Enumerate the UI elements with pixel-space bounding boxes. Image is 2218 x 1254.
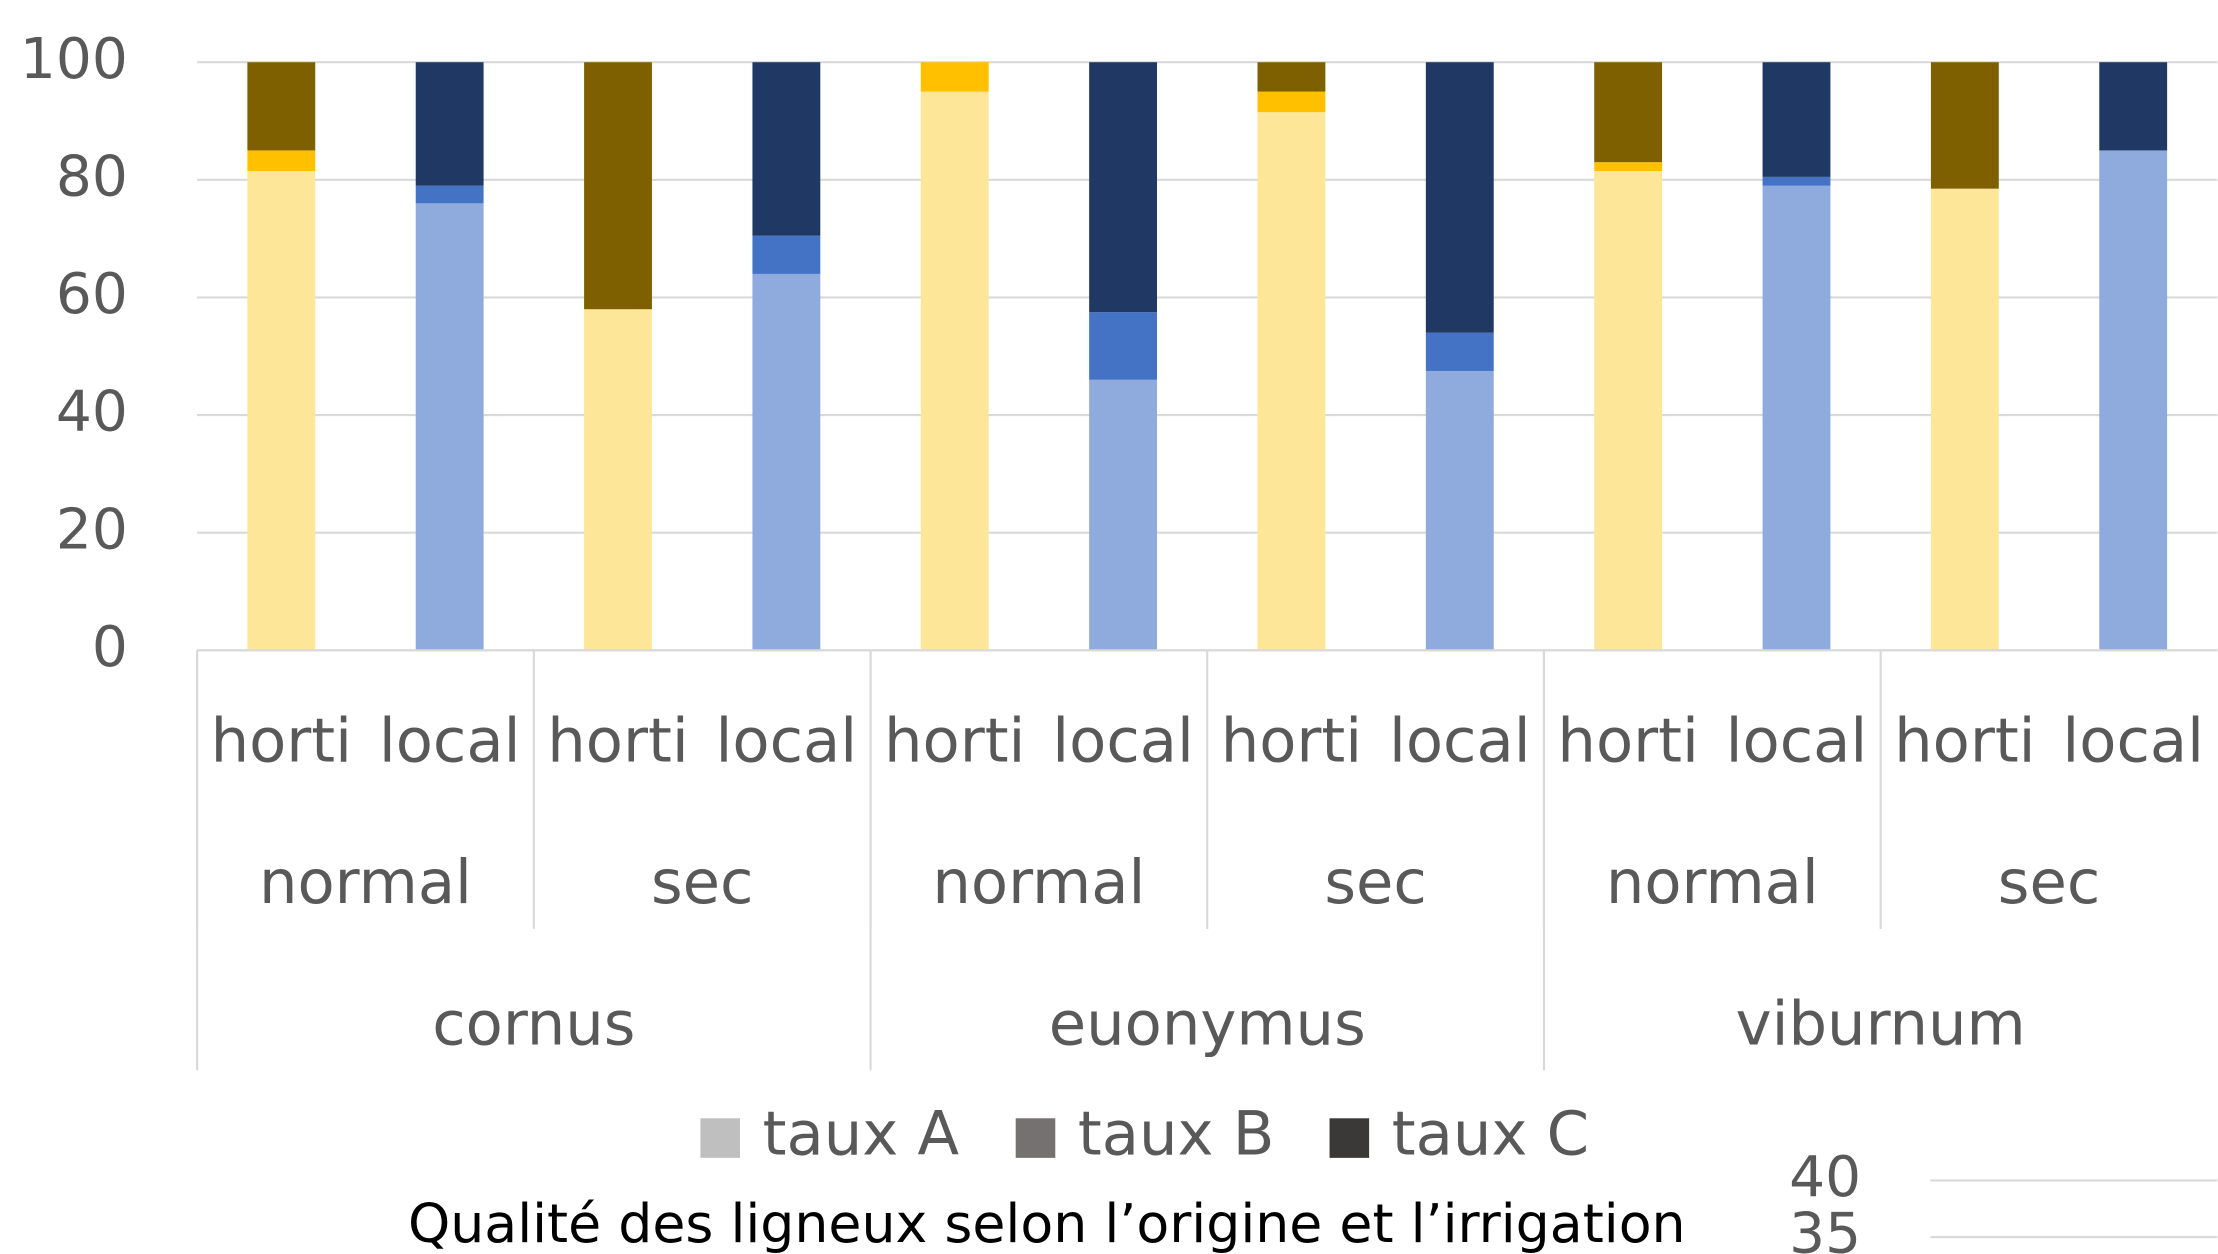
bar-segment — [247, 150, 316, 172]
group-label: normal — [259, 848, 472, 918]
bar-segment — [247, 171, 316, 651]
bar-segment — [1257, 62, 1326, 92]
bar-segment — [584, 62, 652, 310]
y-tick-label: 20 — [56, 497, 128, 562]
y-tick-label: 40 — [1789, 1145, 1861, 1210]
group-label: sec — [1324, 848, 1426, 918]
bar-segment — [1594, 62, 1663, 163]
group-label: sec — [651, 848, 753, 918]
y-tick-label: 100 — [20, 27, 128, 92]
group-label: cornus — [432, 989, 635, 1059]
bar-segment — [920, 91, 989, 651]
bar-segment — [1257, 112, 1326, 651]
bar-segment — [415, 62, 484, 186]
y-tick-label: 80 — [56, 144, 128, 209]
bar-segment — [1425, 62, 1494, 333]
bar-segment — [1762, 62, 1831, 177]
y-tick-label: 35 — [1789, 1202, 1861, 1254]
bar-segment — [752, 273, 821, 651]
group-label: normal — [1606, 848, 1819, 918]
x-tick-label: horti — [1557, 707, 1698, 777]
bar-segment — [415, 185, 484, 204]
x-tick-label: horti — [547, 707, 688, 777]
x-tick-label: horti — [1894, 707, 2035, 777]
x-tick-label: local — [716, 707, 858, 777]
x-tick-label: horti — [884, 707, 1025, 777]
legend-swatch — [700, 1118, 741, 1158]
bar-segment — [920, 62, 989, 92]
group-label: viburnum — [1736, 989, 2026, 1059]
legend-swatch — [1015, 1118, 1056, 1158]
x-tick-label: horti — [211, 707, 352, 777]
x-tick-label: local — [1052, 707, 1194, 777]
group-label: sec — [1998, 848, 2100, 918]
x-tick-label: local — [2062, 707, 2204, 777]
bar-segment — [1089, 379, 1158, 651]
bar-segment — [1257, 91, 1326, 113]
group-label: euonymus — [1049, 989, 1366, 1059]
x-tick-label: local — [1389, 707, 1531, 777]
bar-segment — [1762, 185, 1831, 651]
bar-segment — [2099, 150, 2168, 651]
group-label: normal — [932, 848, 1145, 918]
bar-segment — [1425, 332, 1494, 371]
bar-segment — [1089, 312, 1158, 380]
chart-title: Qualité des ligneux selon l’origine et l… — [408, 1192, 1686, 1254]
y-tick-label: 40 — [56, 380, 128, 445]
legend-label: taux C — [1392, 1100, 1589, 1170]
bar-segment — [752, 62, 821, 236]
bar-segment — [415, 203, 484, 651]
x-tick-label: local — [1726, 707, 1868, 777]
bar-segment — [2099, 62, 2168, 151]
bar-segment — [1594, 171, 1663, 651]
y-tick-label: 0 — [92, 615, 128, 680]
legend-label: taux B — [1078, 1100, 1275, 1170]
bar-segment — [1089, 62, 1158, 313]
bar-segment — [247, 62, 316, 151]
x-tick-label: horti — [1221, 707, 1362, 777]
legend-swatch — [1329, 1118, 1370, 1158]
bar-segment — [1594, 162, 1663, 172]
bar-segment — [1930, 188, 1999, 651]
x-tick-label: local — [379, 707, 521, 777]
legend-label: taux A — [763, 1100, 960, 1170]
bar-segment — [1930, 62, 1999, 189]
bar-segment — [752, 235, 821, 274]
bar-segment — [584, 309, 652, 651]
y-tick-label: 60 — [56, 262, 128, 327]
bar-segment — [1762, 176, 1831, 186]
bar-segment — [1425, 370, 1494, 651]
